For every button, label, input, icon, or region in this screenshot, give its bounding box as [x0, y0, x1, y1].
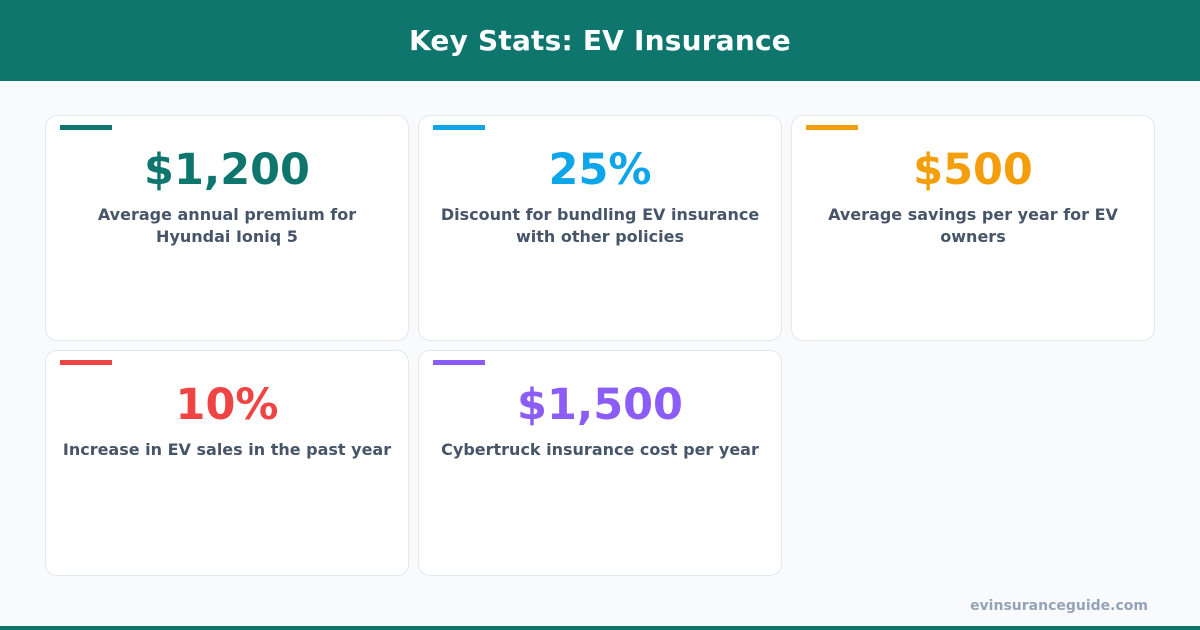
header-banner: Key Stats: EV Insurance — [0, 0, 1200, 81]
card-accent-bar — [60, 125, 112, 130]
stat-card-cybertruck: $1,500 Cybertruck insurance cost per yea… — [418, 350, 782, 576]
card-accent-bar — [433, 360, 485, 365]
stat-value: 25% — [548, 145, 652, 195]
stat-value: 10% — [175, 380, 279, 430]
stat-label: Average savings per year for EV owners — [828, 205, 1118, 246]
stat-value: $1,200 — [144, 145, 310, 195]
stat-value: $500 — [913, 145, 1033, 195]
stat-card-premium: $1,200 Average annual premium for Hyunda… — [45, 115, 409, 341]
stat-card-bundling-discount: 25% Discount for bundling EV insurance w… — [418, 115, 782, 341]
stat-card-ev-sales: 10% Increase in EV sales in the past yea… — [45, 350, 409, 576]
stat-card-savings: $500 Average savings per year for EV own… — [791, 115, 1155, 341]
stat-value: $1,500 — [517, 380, 683, 430]
stat-label: Discount for bundling EV insurance with … — [440, 205, 760, 246]
page-title: Key Stats: EV Insurance — [409, 24, 791, 57]
stats-grid: $1,200 Average annual premium for Hyunda… — [45, 115, 1155, 576]
card-accent-bar — [806, 125, 858, 130]
stat-label: Average annual premium for Hyundai Ioniq… — [97, 205, 357, 246]
footer-site-link[interactable]: evinsuranceguide.com — [970, 598, 1148, 614]
bottom-accent-bar — [0, 626, 1200, 630]
card-accent-bar — [433, 125, 485, 130]
card-accent-bar — [60, 360, 112, 365]
stat-label: Cybertruck insurance cost per year — [441, 440, 759, 459]
stat-label: Increase in EV sales in the past year — [62, 440, 392, 459]
